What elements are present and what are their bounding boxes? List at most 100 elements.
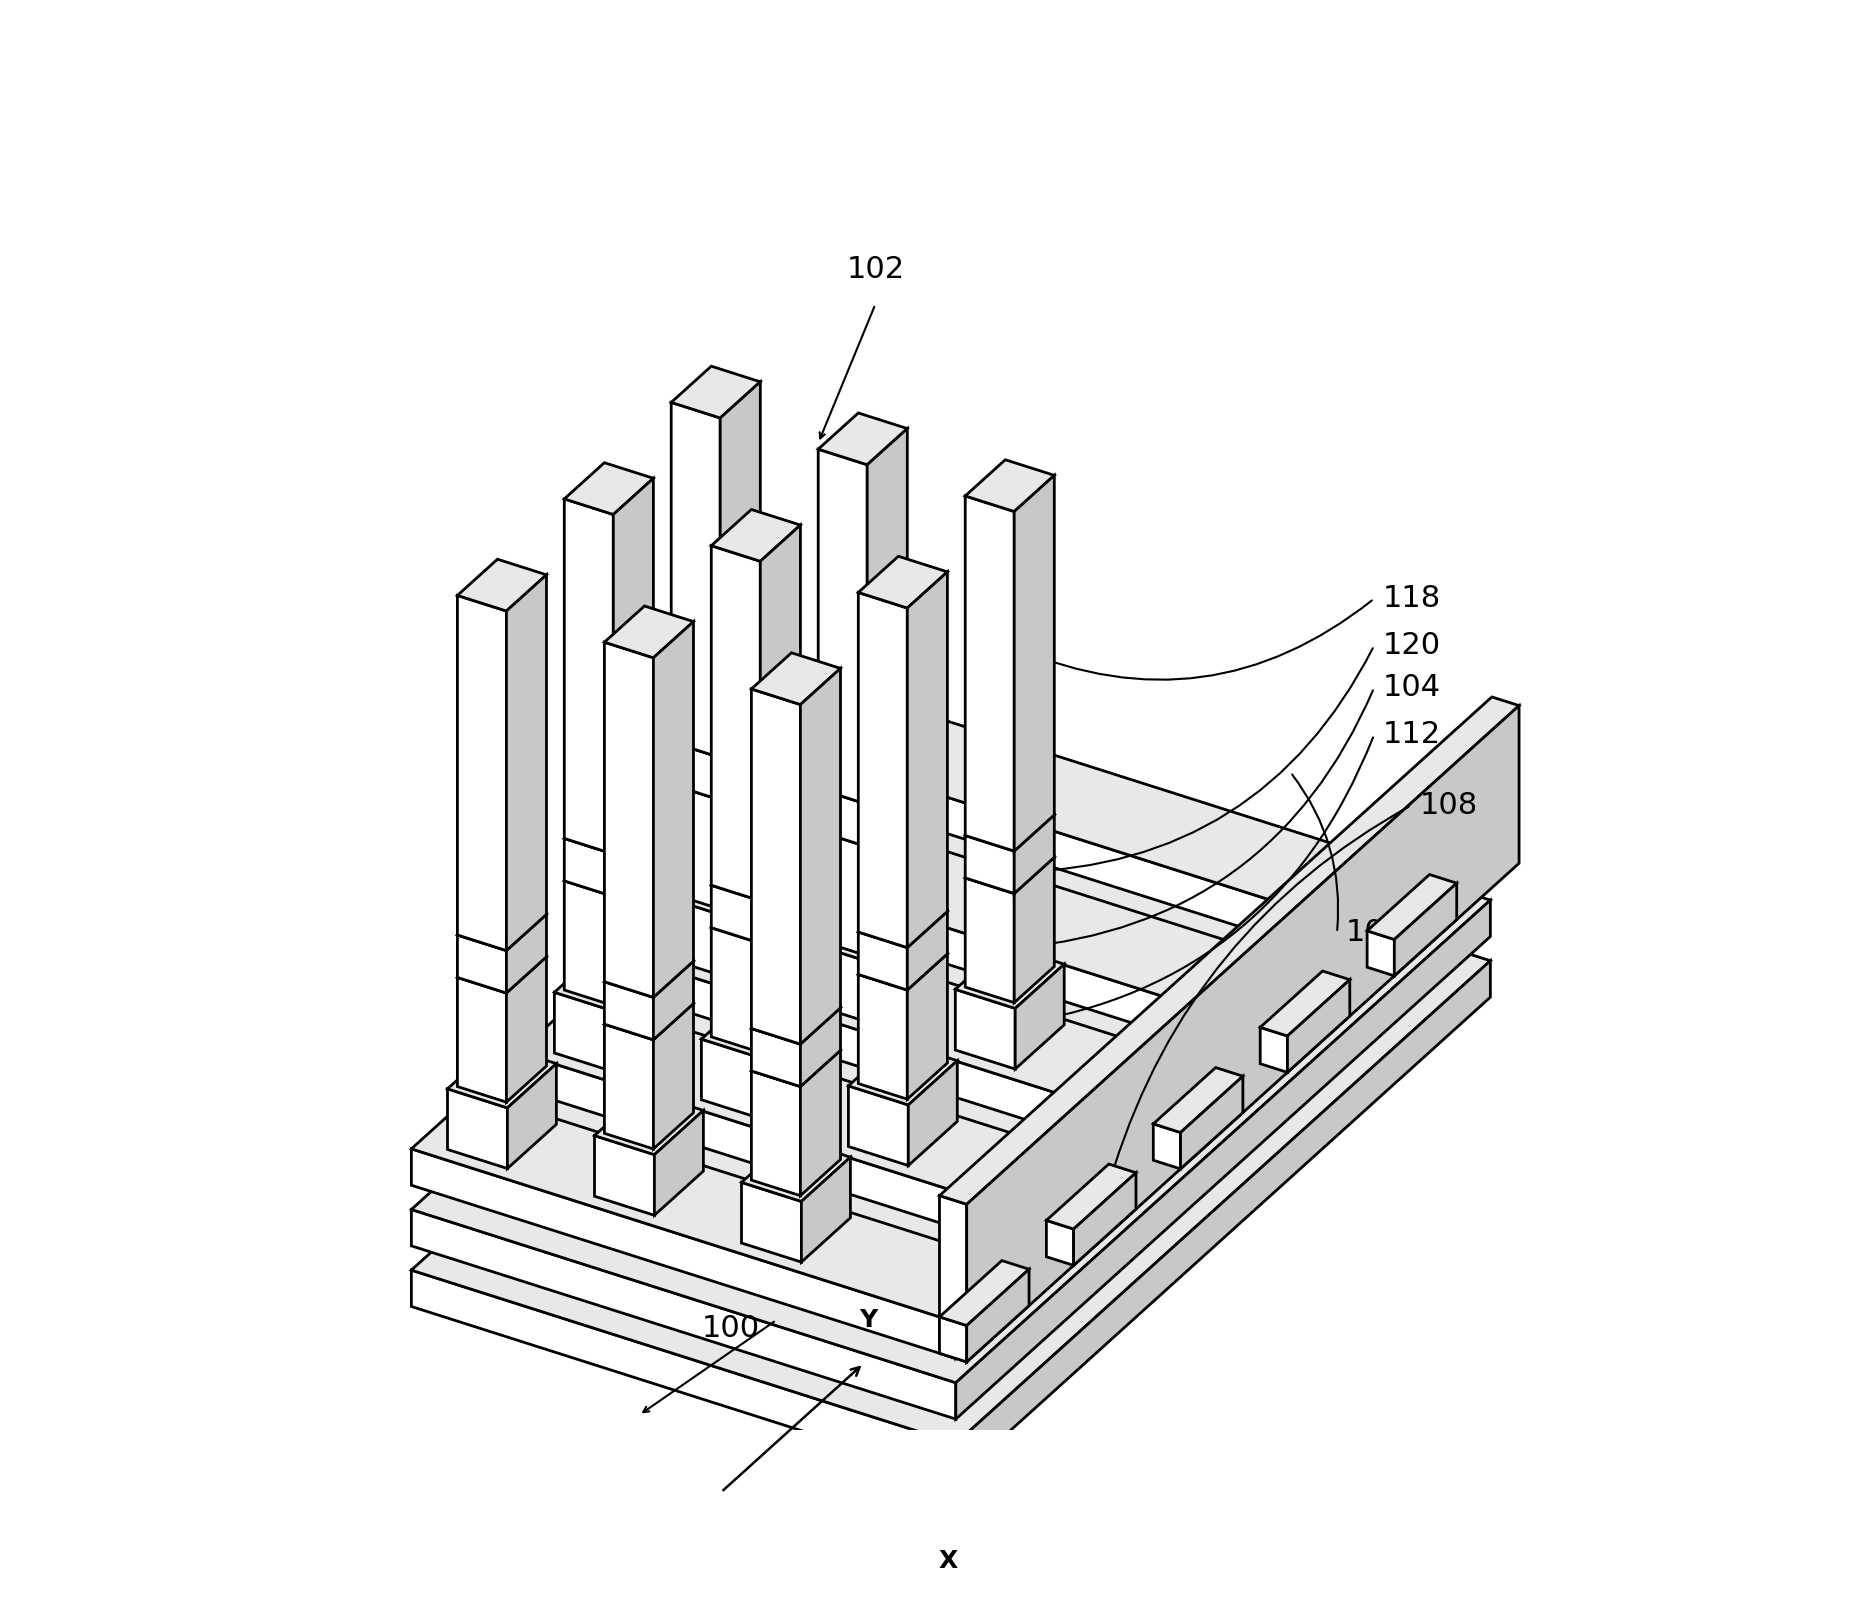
Polygon shape xyxy=(565,839,613,897)
Polygon shape xyxy=(857,974,906,1099)
Polygon shape xyxy=(742,1183,802,1261)
Polygon shape xyxy=(818,789,867,847)
Polygon shape xyxy=(954,961,1489,1480)
Text: 108: 108 xyxy=(1419,791,1478,820)
Polygon shape xyxy=(652,622,693,998)
Polygon shape xyxy=(939,697,1519,1204)
Polygon shape xyxy=(554,948,664,1011)
Polygon shape xyxy=(818,752,906,804)
Polygon shape xyxy=(954,990,1014,1069)
Polygon shape xyxy=(613,860,652,1006)
Polygon shape xyxy=(565,845,652,897)
Polygon shape xyxy=(518,1053,1062,1261)
Polygon shape xyxy=(595,1091,703,1155)
Polygon shape xyxy=(412,1093,1018,1323)
Polygon shape xyxy=(807,943,869,1022)
Polygon shape xyxy=(818,450,867,804)
Polygon shape xyxy=(447,1045,555,1107)
Polygon shape xyxy=(507,575,546,951)
Polygon shape xyxy=(869,918,917,1022)
Polygon shape xyxy=(939,1196,966,1361)
Polygon shape xyxy=(671,705,761,757)
Polygon shape xyxy=(595,1136,654,1215)
Polygon shape xyxy=(710,546,761,902)
Polygon shape xyxy=(604,606,693,657)
Polygon shape xyxy=(906,955,947,1099)
Text: 102: 102 xyxy=(846,256,904,284)
Polygon shape xyxy=(671,402,720,757)
Polygon shape xyxy=(710,885,761,943)
Text: 120: 120 xyxy=(1381,632,1441,660)
Polygon shape xyxy=(671,784,720,910)
Polygon shape xyxy=(867,810,906,956)
Polygon shape xyxy=(761,525,800,902)
Polygon shape xyxy=(412,1149,954,1358)
Polygon shape xyxy=(966,497,1014,852)
Polygon shape xyxy=(624,956,1169,1165)
Polygon shape xyxy=(751,1028,800,1086)
Polygon shape xyxy=(751,1070,800,1196)
Polygon shape xyxy=(457,942,546,993)
Polygon shape xyxy=(412,787,1489,1443)
Polygon shape xyxy=(652,961,693,1040)
Polygon shape xyxy=(761,865,800,943)
Polygon shape xyxy=(966,877,1014,1003)
Polygon shape xyxy=(954,1266,1018,1358)
Polygon shape xyxy=(857,938,947,990)
Polygon shape xyxy=(857,556,947,607)
Polygon shape xyxy=(447,1090,507,1168)
Polygon shape xyxy=(457,559,546,611)
Polygon shape xyxy=(1014,857,1053,1003)
Polygon shape xyxy=(1152,1123,1180,1168)
Polygon shape xyxy=(701,1040,761,1118)
Polygon shape xyxy=(839,763,1383,972)
Polygon shape xyxy=(1366,874,1456,940)
Polygon shape xyxy=(1260,1027,1286,1072)
Polygon shape xyxy=(720,722,761,800)
Text: 118: 118 xyxy=(1381,585,1441,614)
Polygon shape xyxy=(906,911,947,990)
Polygon shape xyxy=(662,895,721,975)
Polygon shape xyxy=(1286,980,1350,1072)
Polygon shape xyxy=(966,705,1519,1361)
Polygon shape xyxy=(710,892,800,943)
Polygon shape xyxy=(604,988,693,1040)
Polygon shape xyxy=(412,726,1489,1382)
Polygon shape xyxy=(818,795,906,847)
Polygon shape xyxy=(848,1086,908,1165)
Polygon shape xyxy=(604,945,693,998)
Polygon shape xyxy=(751,992,841,1045)
Polygon shape xyxy=(939,1260,1029,1326)
Text: 100: 100 xyxy=(701,1315,759,1343)
Polygon shape xyxy=(800,669,841,1045)
Polygon shape xyxy=(761,1014,809,1118)
Polygon shape xyxy=(710,848,800,902)
Polygon shape xyxy=(710,927,761,1053)
Polygon shape xyxy=(908,1061,956,1165)
Polygon shape xyxy=(613,818,652,897)
Polygon shape xyxy=(966,460,1053,511)
Polygon shape xyxy=(807,898,917,961)
Polygon shape xyxy=(412,1270,954,1480)
Polygon shape xyxy=(1394,884,1456,975)
Polygon shape xyxy=(966,836,1014,893)
Polygon shape xyxy=(1180,1077,1241,1168)
Polygon shape xyxy=(800,1051,841,1196)
Polygon shape xyxy=(457,977,507,1102)
Polygon shape xyxy=(867,768,906,847)
Polygon shape xyxy=(733,860,1275,1069)
Text: 104: 104 xyxy=(1381,673,1441,702)
Polygon shape xyxy=(857,593,906,948)
Text: 112: 112 xyxy=(1381,720,1441,749)
Polygon shape xyxy=(662,852,770,914)
Polygon shape xyxy=(710,509,800,561)
Polygon shape xyxy=(733,804,1338,1033)
Polygon shape xyxy=(867,429,906,804)
Polygon shape xyxy=(857,932,906,990)
Polygon shape xyxy=(604,982,652,1040)
Polygon shape xyxy=(954,945,1064,1009)
Polygon shape xyxy=(1062,1170,1124,1261)
Polygon shape xyxy=(966,1270,1029,1361)
Polygon shape xyxy=(565,802,652,853)
Polygon shape xyxy=(857,895,947,948)
